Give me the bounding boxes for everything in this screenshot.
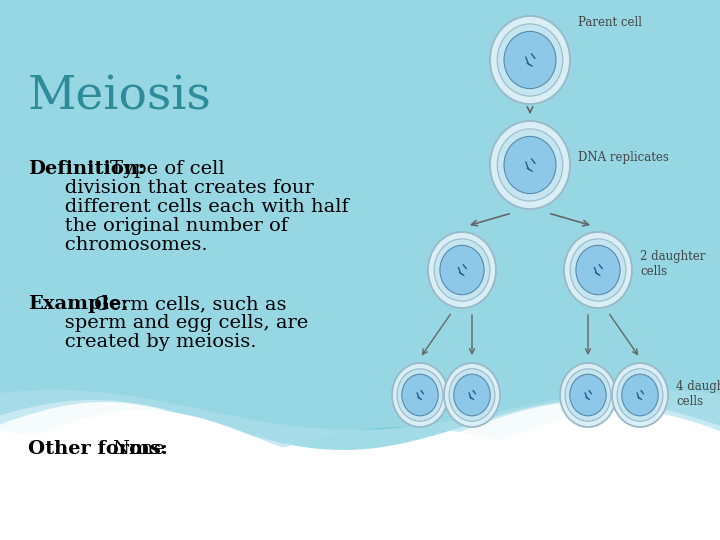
Ellipse shape xyxy=(617,369,663,421)
Ellipse shape xyxy=(570,374,606,416)
Text: different cells each with half: different cells each with half xyxy=(46,198,348,216)
Ellipse shape xyxy=(565,369,611,421)
Text: Other forms:: Other forms: xyxy=(28,440,168,458)
Ellipse shape xyxy=(612,363,668,427)
Ellipse shape xyxy=(560,363,616,427)
Ellipse shape xyxy=(454,374,490,416)
Text: DNA replicates: DNA replicates xyxy=(578,151,669,164)
Text: Germ cells, such as: Germ cells, such as xyxy=(94,295,287,313)
Text: created by meiosis.: created by meiosis. xyxy=(46,333,256,351)
Ellipse shape xyxy=(576,245,620,295)
Text: Parent cell: Parent cell xyxy=(578,16,642,29)
Text: Example:: Example: xyxy=(28,295,128,313)
Ellipse shape xyxy=(490,16,570,104)
Polygon shape xyxy=(0,410,720,540)
Polygon shape xyxy=(0,0,720,463)
Ellipse shape xyxy=(564,232,632,308)
Polygon shape xyxy=(0,402,720,487)
Text: 4 daughter
cells: 4 daughter cells xyxy=(676,380,720,408)
Text: division that creates four: division that creates four xyxy=(46,179,314,197)
Text: Meiosis: Meiosis xyxy=(28,75,212,120)
Ellipse shape xyxy=(392,363,448,427)
Text: None: None xyxy=(112,440,165,458)
Ellipse shape xyxy=(402,374,438,416)
Text: the original number of: the original number of xyxy=(46,217,288,235)
Ellipse shape xyxy=(498,129,563,201)
Text: Type of cell: Type of cell xyxy=(110,160,225,178)
Text: Definition:: Definition: xyxy=(28,160,145,178)
Ellipse shape xyxy=(622,374,658,416)
Ellipse shape xyxy=(490,121,570,209)
Ellipse shape xyxy=(449,369,495,421)
Ellipse shape xyxy=(440,245,484,295)
Text: 2 daughter
cells: 2 daughter cells xyxy=(640,250,706,278)
Polygon shape xyxy=(0,0,720,430)
Ellipse shape xyxy=(428,232,496,308)
Text: sperm and egg cells, are: sperm and egg cells, are xyxy=(46,314,308,332)
Ellipse shape xyxy=(434,239,490,301)
Ellipse shape xyxy=(498,24,563,96)
Ellipse shape xyxy=(444,363,500,427)
Polygon shape xyxy=(0,0,720,450)
Ellipse shape xyxy=(504,31,556,89)
Ellipse shape xyxy=(504,137,556,194)
Ellipse shape xyxy=(397,369,443,421)
Text: chromosomes.: chromosomes. xyxy=(46,236,207,254)
Ellipse shape xyxy=(570,239,626,301)
